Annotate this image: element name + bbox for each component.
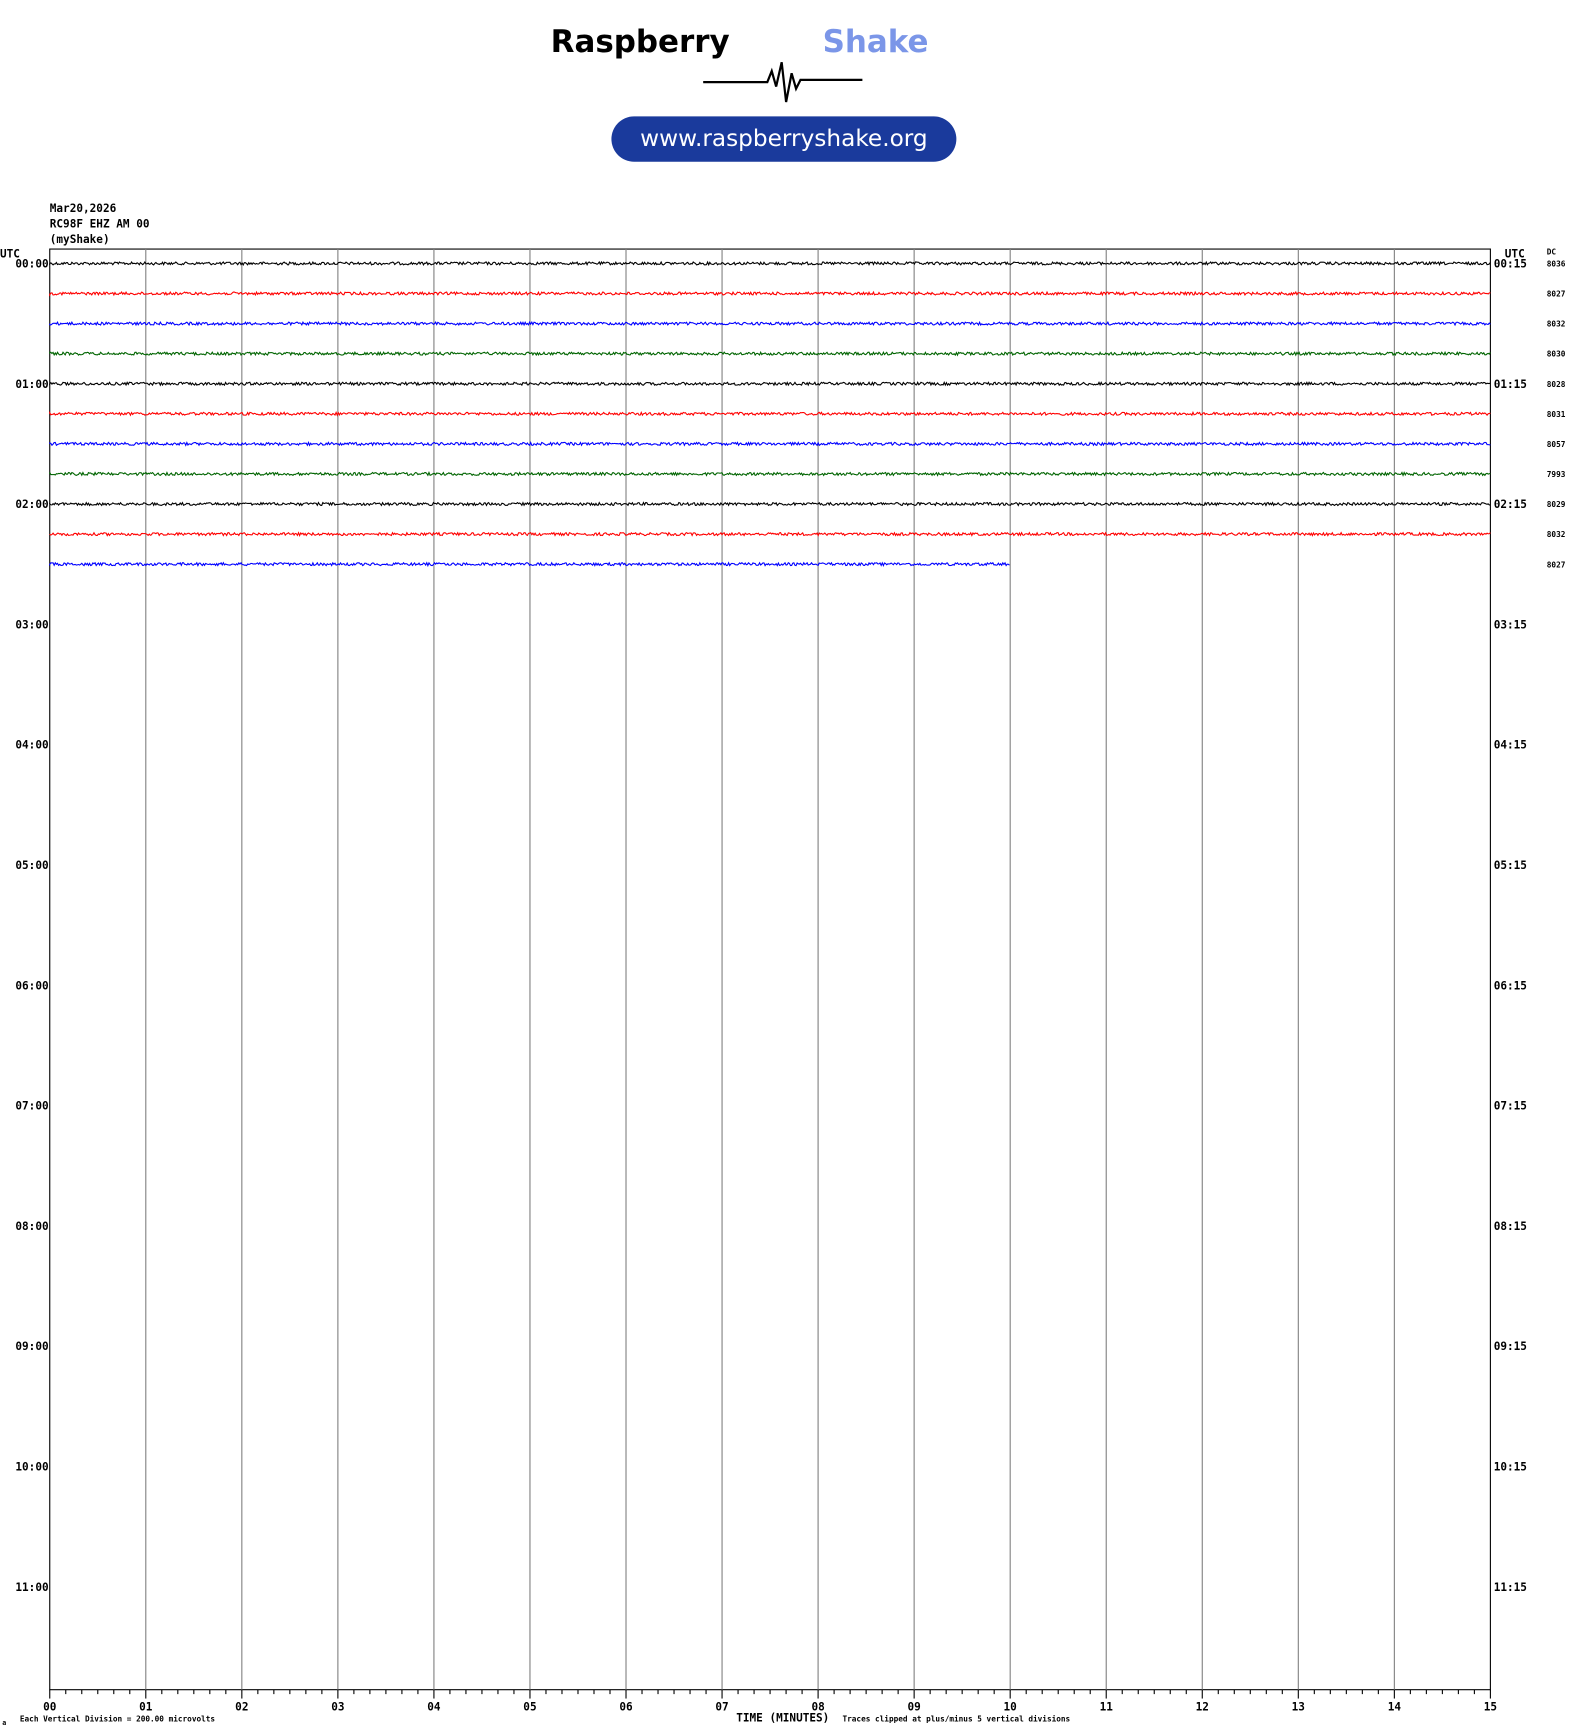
dc-offset: 8036 — [1547, 260, 1566, 269]
x-tick-label: 07 — [715, 1700, 728, 1713]
x-tick-label: 15 — [1484, 1700, 1497, 1713]
hour-label-left: 10:00 — [15, 1460, 48, 1473]
hour-label-left: 06:00 — [15, 979, 48, 992]
hour-label-right: 07:15 — [1494, 1100, 1527, 1113]
x-tick-label: 01 — [139, 1700, 153, 1713]
hour-label-right: 03:15 — [1494, 618, 1527, 631]
seismic-trace — [49, 561, 1010, 568]
x-tick-label: 09 — [907, 1700, 920, 1713]
footer-left: Each Vertical Division = 200.00 microvol… — [20, 1715, 216, 1724]
hour-label-left: 00:00 — [15, 258, 48, 271]
dc-offset: 8027 — [1547, 560, 1566, 569]
seismic-trace — [49, 441, 1491, 447]
hour-label-right: 10:15 — [1494, 1460, 1527, 1473]
seismic-trace — [49, 471, 1491, 477]
dc-offset: 8027 — [1547, 290, 1566, 299]
x-tick-label: 05 — [523, 1700, 536, 1713]
hour-label-right: 11:15 — [1494, 1581, 1527, 1594]
logo-brand: Raspberry — [551, 24, 730, 60]
url-text[interactable]: www.raspberryshake.org — [640, 125, 928, 152]
x-tick-label: 12 — [1196, 1700, 1209, 1713]
hour-label-right: 01:15 — [1494, 378, 1527, 391]
dc-title: DC — [1547, 247, 1557, 256]
logo-squiggle — [703, 61, 863, 103]
x-tick-label: 02 — [235, 1700, 248, 1713]
dc-offset: 7993 — [1547, 470, 1566, 479]
hour-label-left: 07:00 — [15, 1100, 48, 1113]
hour-label-left: 11:00 — [15, 1581, 48, 1594]
station: RC98F EHZ AM 00 — [50, 218, 150, 231]
url-pill[interactable] — [611, 116, 957, 162]
dc-offset: 8057 — [1547, 440, 1566, 449]
x-tick-label: 06 — [619, 1700, 633, 1713]
dc-offset: 8029 — [1547, 500, 1566, 509]
corner-mark: a — [2, 1719, 6, 1727]
dc-offset: 8030 — [1547, 350, 1566, 359]
hour-label-right: 05:15 — [1494, 859, 1527, 872]
dc-offset: 8032 — [1547, 320, 1566, 329]
x-tick-label: 03 — [331, 1700, 344, 1713]
hour-label-left: 03:00 — [15, 618, 48, 631]
hour-label-right: 00:15 — [1494, 258, 1527, 271]
seismic-trace — [49, 380, 1491, 387]
date: Mar20,2026 — [50, 202, 117, 215]
hour-label-right: 09:15 — [1494, 1340, 1527, 1353]
dc-offset: 8031 — [1547, 410, 1566, 419]
seismic-trace — [49, 350, 1491, 357]
hour-label-right: 04:15 — [1494, 739, 1527, 752]
hour-label-right: 06:15 — [1494, 979, 1527, 992]
x-tick-label: 11 — [1100, 1700, 1114, 1713]
x-tick-label: 04 — [427, 1700, 441, 1713]
dc-offset: 8028 — [1547, 380, 1566, 389]
x-tick-label: 13 — [1292, 1700, 1305, 1713]
dc-offset: 8032 — [1547, 530, 1566, 539]
seismic-trace — [49, 531, 1491, 537]
hour-label-left: 09:00 — [15, 1340, 48, 1353]
seismic-trace — [49, 410, 1491, 417]
x-tick-label: 00 — [43, 1700, 56, 1713]
x-title: TIME (MINUTES) — [736, 1711, 829, 1724]
right-axis-title: UTC — [1505, 248, 1525, 261]
x-tick-label: 08 — [811, 1700, 824, 1713]
seismic-trace — [49, 260, 1491, 267]
logo-accent: Shake — [823, 24, 929, 60]
seismic-trace — [49, 501, 1491, 507]
footer-right: Traces clipped at plus/minus 5 vertical … — [842, 1715, 1070, 1724]
plot-frame — [49, 248, 1491, 1691]
seismic-trace — [49, 320, 1491, 327]
hour-label-left: 04:00 — [15, 739, 48, 752]
left-axis-title: UTC — [0, 248, 20, 261]
hour-label-left: 01:00 — [15, 378, 48, 391]
hour-label-left: 05:00 — [15, 859, 48, 872]
x-tick-label: 14 — [1388, 1700, 1402, 1713]
hour-label-left: 02:00 — [15, 498, 48, 511]
hour-label-right: 08:15 — [1494, 1220, 1527, 1233]
source: (myShake) — [50, 233, 110, 246]
x-tick-label: 10 — [1004, 1700, 1017, 1713]
hour-label-right: 02:15 — [1494, 498, 1527, 511]
hour-label-left: 08:00 — [15, 1220, 48, 1233]
seismic-trace — [49, 290, 1491, 297]
